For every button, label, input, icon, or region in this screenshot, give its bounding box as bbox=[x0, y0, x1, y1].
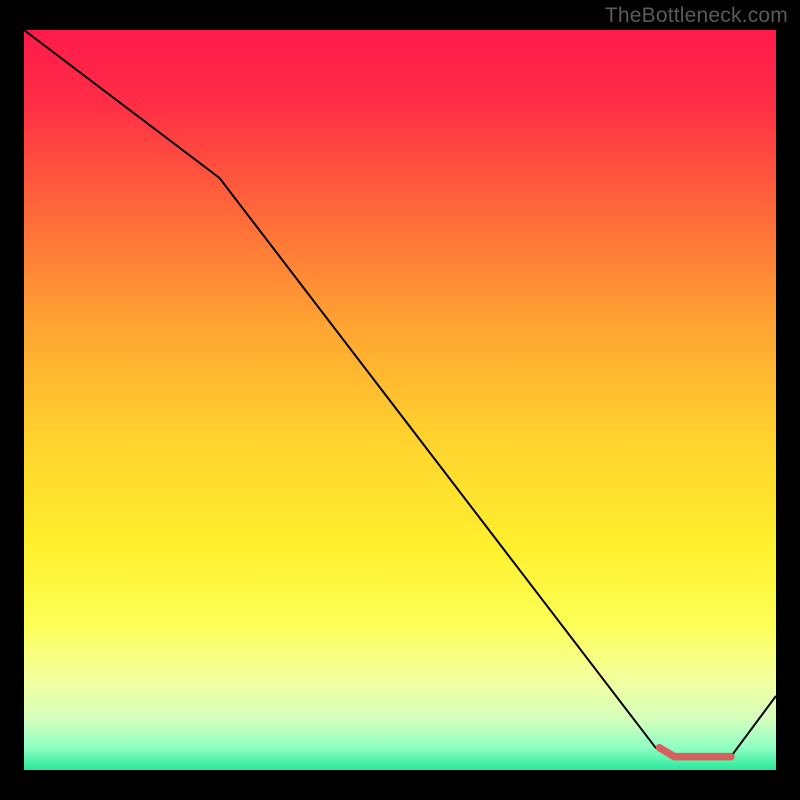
plot-area bbox=[24, 30, 776, 770]
gradient-rect bbox=[24, 30, 776, 770]
chart-svg bbox=[24, 30, 776, 770]
watermark-text: TheBottleneck.com bbox=[605, 4, 788, 28]
